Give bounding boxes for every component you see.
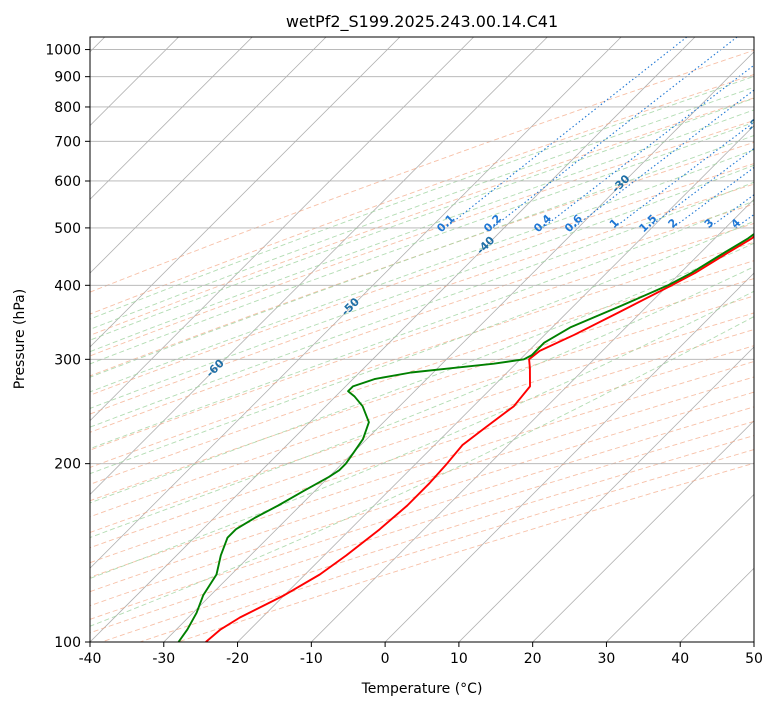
dry-adiabat-line (90, 141, 754, 377)
x-tick-label: -10 (300, 651, 323, 667)
mixing-ratio-line (542, 64, 754, 229)
moist-adiabat-line (90, 242, 754, 504)
x-axis-ticks: -40 -30 -20 -10 0 10 20 30 40 50 (79, 642, 763, 667)
isotherm-line (90, 37, 548, 495)
isotherm-line (237, 125, 754, 642)
isotherm-line (90, 37, 401, 348)
mixing-ratio-line (492, 37, 738, 229)
moist-adiabat-line (90, 164, 754, 409)
dry-adiabat-line (90, 376, 754, 593)
y-tick-label: 300 (54, 352, 81, 368)
x-tick-label: -40 (79, 651, 102, 667)
isotherm-line (90, 37, 327, 274)
dewpoint-line (177, 232, 754, 642)
y-axis-label: Pressure (hPa) (12, 289, 28, 389)
dry-adiabat-line (90, 49, 754, 293)
dry-adiabat-line (90, 391, 754, 607)
moist-adiabat-line (90, 75, 754, 320)
y-tick-label: 600 (54, 174, 81, 190)
x-tick-label: 10 (450, 651, 468, 667)
isotherm-tick-label: -20 (745, 111, 768, 134)
y-tick-label: 700 (54, 134, 81, 150)
dry-adiabat-line (90, 328, 754, 549)
y-tick-label: 200 (54, 457, 81, 473)
isotherm-line (163, 51, 754, 642)
dry-adiabat-line (90, 361, 754, 578)
y-axis-ticks: 100 200 300 400 500 600 700 800 900 1000 (45, 43, 90, 651)
dry-adiabat-line (90, 74, 754, 315)
moist-adiabat-line (90, 97, 754, 341)
isotherm-line (90, 37, 696, 642)
isotherm-line (311, 198, 754, 642)
dry-adiabat-line (90, 295, 754, 518)
x-tick-label: 40 (671, 651, 689, 667)
moist-adiabat-line (90, 109, 754, 353)
y-tick-label: 100 (54, 635, 81, 651)
isotherm-line (90, 37, 622, 569)
dry-adiabat-line (90, 97, 754, 336)
x-axis-label: Temperature (°C) (361, 681, 483, 697)
mixing-ratio-line (672, 166, 754, 229)
x-tick-label: 20 (524, 651, 542, 667)
y-tick-label: 800 (54, 100, 81, 116)
chart-title: wetPf2_S199.2025.243.00.14.C41 (286, 12, 558, 32)
mixing-ratio-line (573, 89, 754, 229)
isotherm-line (90, 37, 253, 200)
isotherm-line (532, 420, 754, 642)
sounding-series (177, 232, 754, 642)
isotherm-line (384, 272, 754, 642)
moist-adiabat-line (90, 266, 754, 539)
isotherm-line (606, 493, 754, 642)
y-tick-label: 900 (54, 70, 81, 86)
dry-adiabat-line (90, 312, 754, 533)
moist-adiabat-line (90, 149, 754, 393)
x-tick-label: 30 (598, 651, 616, 667)
moist-adiabat-line (90, 181, 754, 428)
x-tick-label: 0 (381, 651, 390, 667)
x-tick-label: -30 (152, 651, 175, 667)
dry-adiabat-line (90, 345, 754, 564)
isobar-gridlines (90, 49, 754, 642)
moist-adiabat-line (90, 121, 754, 365)
isotherm-line (458, 346, 754, 642)
temperature-line (205, 235, 754, 642)
x-tick-label: -20 (226, 651, 249, 667)
y-tick-label: 400 (54, 278, 81, 294)
plot-frame (89, 36, 755, 643)
isotherm-line (90, 37, 474, 422)
y-tick-label: 1000 (45, 43, 81, 59)
x-tick-label: 50 (745, 651, 763, 667)
background-lines (90, 37, 754, 642)
y-tick-label: 500 (54, 221, 81, 237)
